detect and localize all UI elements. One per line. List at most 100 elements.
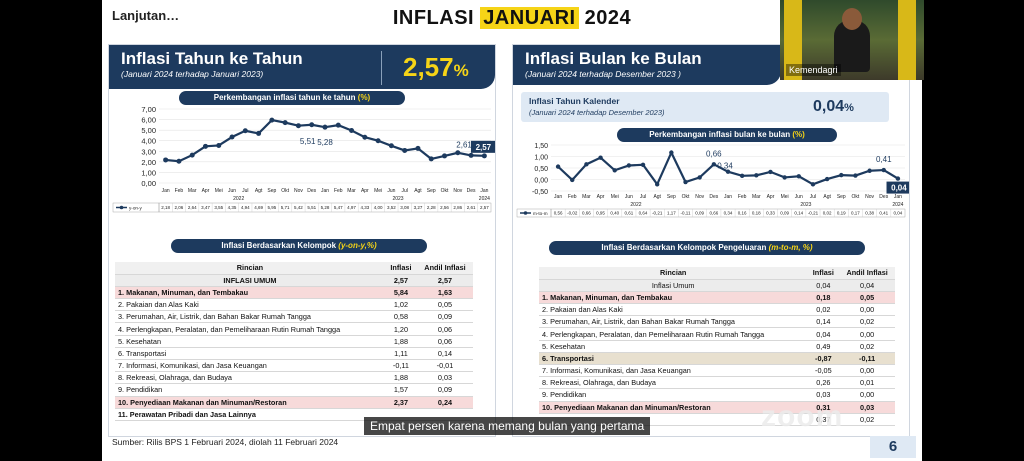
data-point <box>754 173 759 178</box>
y-tick-label: 5,00 <box>141 126 156 135</box>
value-table-cell: 4,00 <box>374 205 383 210</box>
row-label: 7. Informasi, Komunikasi, dan Jasa Keuan… <box>539 364 808 378</box>
yoy-header: Inflasi Tahun ke Tahun (Januari 2024 ter… <box>109 45 495 89</box>
mtm-panel: Inflasi Bulan ke Bulan (Januari 2024 ter… <box>512 44 910 437</box>
participant-video[interactable]: Kemendagri <box>780 0 924 80</box>
x-tick-label: Jun <box>228 188 236 194</box>
row-label: 5. Kesehatan <box>115 335 385 348</box>
row-inflasi: 0,58 <box>384 310 417 324</box>
y-tick-label: 6,00 <box>141 116 156 125</box>
row-inflasi: 0,31 <box>807 401 840 414</box>
yoy-table-row: 2. Pakaian dan Alas Kaki 1,02 0,05 <box>115 298 473 312</box>
year-label: 2023 <box>392 196 403 202</box>
mtm-table-row: 4. Perlengkapan, Peralatan, dan Pemeliha… <box>539 327 895 341</box>
x-tick-label: Feb <box>568 194 577 200</box>
annotation-label: 2,57 <box>476 143 492 152</box>
mtm-group-title-unit: (m-to-m, %) <box>768 243 813 252</box>
value-table-cell: 5,71 <box>281 205 290 210</box>
data-point <box>295 123 301 129</box>
x-tick-label: Jul <box>640 194 646 200</box>
yoy-chart-title: Perkembangan inflasi tahun ke tahun (%) <box>179 91 405 105</box>
legend-label: m-to-m <box>533 211 548 216</box>
data-point <box>782 175 787 180</box>
yoy-value-unit: % <box>453 61 469 80</box>
row-inflasi: 1,02 <box>384 298 417 312</box>
data-point <box>176 158 182 164</box>
row-andil: 0,03 <box>416 371 473 385</box>
data-point <box>428 156 434 162</box>
value-table-cell: 2,18 <box>161 205 170 210</box>
x-tick-label: Sep <box>267 188 276 194</box>
value-table-cell: -0,21 <box>652 211 663 216</box>
x-tick-label: Jan <box>321 188 329 194</box>
data-point <box>640 162 646 167</box>
annotation-label: 0,04 <box>891 184 907 193</box>
yoy-header-cell: Rincian <box>115 262 385 275</box>
value-table-cell: -0,02 <box>567 211 578 216</box>
year-label: 2022 <box>233 196 244 202</box>
data-point <box>612 168 617 173</box>
yoy-table-row: 4. Perlengkapan, Peralatan, dan Pemeliha… <box>115 322 473 336</box>
row-label: 10. Penyediaan Makanan dan Minuman/Resto… <box>115 396 385 409</box>
title-suffix: 2024 <box>578 7 632 29</box>
mtm-table-row: 6. Transportasi -0,87 -0,11 <box>539 352 895 366</box>
data-point <box>584 162 589 167</box>
kalender-title: Inflasi Tahun Kalender <box>529 96 620 106</box>
row-andil: 0,00 <box>839 303 895 317</box>
yoy-group-title: Inflasi Berdasarkan Kelompok (y-on-y,%) <box>171 239 427 253</box>
mtm-table-row: 8. Rekreasi, Olahraga, dan Budaya 0,26 0,0… <box>539 376 895 390</box>
yoy-chart-title-unit: (%) <box>357 93 371 102</box>
video-name-label: Kemendagri <box>786 64 841 76</box>
zoom-watermark: zoom <box>761 400 844 433</box>
value-table-cell: 3,47 <box>201 205 210 210</box>
row-andil: 0,02 <box>839 340 895 353</box>
x-tick-label: Mei <box>611 194 619 200</box>
row-label: 10. Penyediaan Makanan dan Minuman/Resto… <box>539 401 808 414</box>
value-table-cell: 2,06 <box>175 205 184 210</box>
x-tick-label: Okt <box>852 194 860 200</box>
row-inflasi: 1,88 <box>384 371 417 385</box>
row-andil: 0,24 <box>416 396 473 409</box>
data-point <box>163 157 169 163</box>
yoy-header-cell: Inflasi <box>384 262 417 275</box>
data-point <box>697 175 702 180</box>
data-point <box>867 168 872 173</box>
data-point <box>570 177 575 183</box>
x-tick-label: Jan <box>894 194 902 200</box>
mtm-chart-title: Perkembangan inflasi bulan ke bulan (%) <box>617 128 837 142</box>
row-inflasi: 0,18 <box>807 291 840 305</box>
year-label: 2023 <box>800 202 811 208</box>
data-point <box>282 120 288 126</box>
row-andil: 0,02 <box>839 413 895 426</box>
data-point <box>442 153 448 159</box>
mtm-line-chart: -0,50 0,00 0,50 1,00 1,50 Jan Feb Mar Apr Mei Jun J… <box>516 143 909 218</box>
annotation-box <box>470 140 495 153</box>
row-label: 3. Perumahan, Air, Listrik, dan Bahan Ba… <box>539 315 808 329</box>
row-inflasi: -0,05 <box>807 364 840 378</box>
data-point <box>202 143 208 149</box>
row-label: 9. Pendidikan <box>115 383 385 397</box>
mtm-group-table: Rincian Inflasi Andil Inflasi Inflasi Umum 0… <box>539 267 895 426</box>
value-table-cell: 0,14 <box>794 211 803 216</box>
value-table-cell: 0,41 <box>879 211 888 216</box>
row-label: 4. Perlengkapan, Peralatan, dan Pemeliha… <box>539 327 808 341</box>
x-tick-label: Jan <box>162 188 170 194</box>
y-tick-label: -0,50 <box>532 189 548 196</box>
row-andil: 0,14 <box>416 347 473 361</box>
data-point <box>626 163 632 168</box>
legend-label: y-on-y <box>129 206 142 211</box>
value-table-cell: 0,09 <box>695 211 704 216</box>
x-tick-label: Nov <box>453 188 462 194</box>
value-table-cell: 0,02 <box>823 211 832 216</box>
yoy-table-row: INFLASI UMUM 2,57 2,57 <box>115 274 473 287</box>
yoy-group-title-unit: (y-on-y,%) <box>338 241 377 250</box>
year-label: 2024 <box>892 202 903 208</box>
row-andil: -0,01 <box>416 359 473 373</box>
value-table-cell: 0,04 <box>894 211 903 216</box>
yoy-table-row: 5. Kesehatan 1,88 0,06 <box>115 335 473 348</box>
row-inflasi: 0,02 <box>807 303 840 317</box>
yoy-subtitle: (Januari 2024 terhadap Januari 2023) <box>121 69 264 79</box>
value-table-cell: 5,42 <box>294 205 303 210</box>
x-tick-label: Jan <box>724 194 732 200</box>
row-inflasi: -0,11 <box>384 359 417 373</box>
